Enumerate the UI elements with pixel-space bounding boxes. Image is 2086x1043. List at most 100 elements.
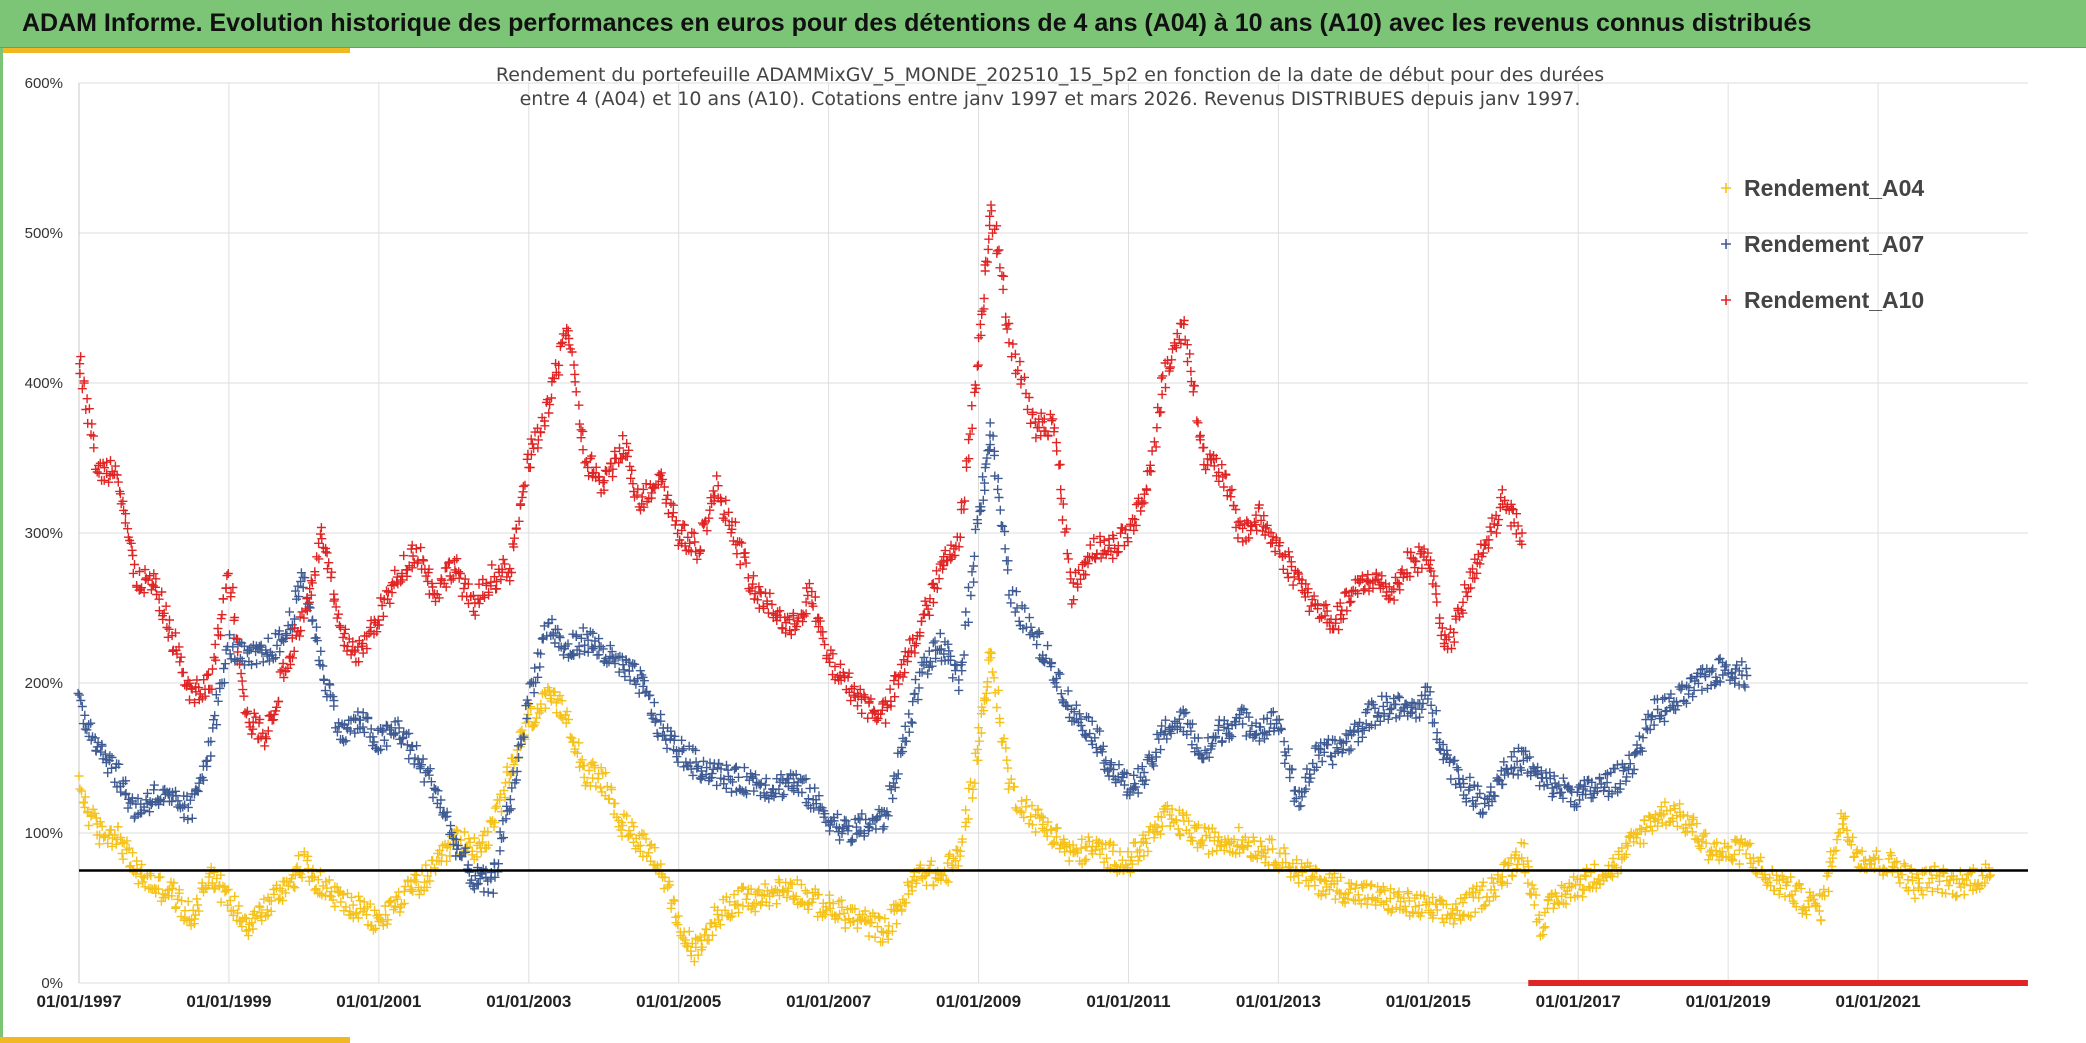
data-point bbox=[969, 577, 979, 587]
data-point bbox=[407, 563, 417, 573]
data-point bbox=[1489, 878, 1498, 888]
data-point bbox=[574, 738, 584, 748]
data-point bbox=[298, 583, 308, 592]
data-point bbox=[324, 558, 334, 568]
data-point bbox=[460, 574, 470, 584]
data-point bbox=[428, 582, 438, 592]
data-point bbox=[435, 803, 445, 813]
data-point bbox=[436, 795, 446, 805]
data-point bbox=[185, 695, 194, 705]
data-point bbox=[1073, 848, 1082, 858]
data-point bbox=[128, 848, 138, 858]
data-point bbox=[980, 478, 989, 488]
data-point bbox=[1006, 598, 1016, 608]
data-point bbox=[1003, 763, 1013, 773]
data-point bbox=[230, 891, 240, 901]
data-point bbox=[123, 803, 133, 813]
data-point bbox=[453, 826, 462, 836]
data-point bbox=[849, 916, 859, 926]
data-point bbox=[1256, 836, 1266, 846]
data-point bbox=[1503, 860, 1513, 870]
data-point bbox=[847, 835, 857, 845]
data-point bbox=[944, 851, 954, 861]
data-point bbox=[506, 768, 516, 778]
data-point bbox=[755, 587, 765, 597]
data-point bbox=[1078, 726, 1088, 736]
data-point bbox=[1640, 816, 1649, 826]
data-point bbox=[569, 737, 579, 747]
data-point bbox=[424, 770, 434, 780]
data-point bbox=[296, 626, 306, 636]
data-point bbox=[690, 537, 700, 547]
data-point bbox=[898, 672, 908, 682]
data-point bbox=[120, 518, 130, 528]
data-point bbox=[734, 908, 744, 918]
data-point bbox=[837, 902, 847, 912]
data-point bbox=[1084, 836, 1094, 846]
data-point bbox=[1184, 816, 1194, 826]
data-point bbox=[541, 703, 550, 713]
data-point bbox=[704, 513, 714, 523]
data-point bbox=[1927, 873, 1937, 883]
data-point bbox=[596, 642, 606, 652]
data-point bbox=[1272, 861, 1282, 870]
data-point bbox=[897, 743, 907, 752]
data-point bbox=[1927, 886, 1937, 896]
data-point bbox=[1383, 714, 1393, 724]
data-point bbox=[1332, 743, 1342, 753]
data-point bbox=[1371, 900, 1381, 910]
data-point bbox=[266, 896, 276, 906]
data-point bbox=[866, 694, 876, 704]
data-point bbox=[311, 884, 321, 894]
data-point bbox=[299, 613, 309, 623]
data-point bbox=[957, 834, 967, 844]
data-point bbox=[836, 659, 845, 669]
data-point bbox=[708, 930, 717, 940]
data-point bbox=[107, 753, 117, 762]
data-point bbox=[1617, 843, 1627, 853]
data-point bbox=[386, 723, 396, 733]
data-point bbox=[1181, 708, 1191, 717]
data-point bbox=[534, 708, 544, 718]
data-point bbox=[961, 805, 971, 815]
data-point bbox=[843, 826, 853, 836]
data-point bbox=[730, 764, 739, 774]
data-point bbox=[1731, 664, 1740, 674]
data-point bbox=[828, 670, 837, 680]
data-point bbox=[368, 925, 378, 935]
data-point bbox=[1095, 849, 1105, 859]
data-point bbox=[241, 914, 251, 924]
data-point bbox=[605, 651, 615, 661]
data-point bbox=[1715, 653, 1725, 663]
data-point bbox=[907, 718, 917, 728]
data-point bbox=[468, 591, 478, 600]
y-tick-label: 0% bbox=[41, 975, 63, 992]
data-point bbox=[1723, 843, 1733, 853]
data-point bbox=[880, 914, 890, 924]
data-point bbox=[779, 887, 789, 897]
data-point bbox=[1085, 729, 1095, 739]
data-point bbox=[684, 926, 694, 936]
data-point bbox=[901, 736, 911, 746]
data-point bbox=[791, 769, 801, 779]
data-point bbox=[939, 649, 949, 659]
data-point bbox=[152, 590, 162, 599]
data-point bbox=[1370, 720, 1380, 730]
data-point bbox=[171, 786, 180, 796]
data-point bbox=[860, 906, 870, 916]
data-point bbox=[849, 682, 859, 691]
data-point bbox=[1887, 850, 1896, 860]
data-point bbox=[509, 760, 519, 770]
data-point bbox=[325, 680, 335, 690]
data-point bbox=[1345, 598, 1355, 608]
data-point bbox=[454, 573, 464, 583]
data-point bbox=[1581, 789, 1591, 799]
data-point bbox=[968, 793, 977, 803]
data-point bbox=[398, 734, 408, 743]
data-point bbox=[1316, 891, 1326, 901]
data-point bbox=[1201, 465, 1211, 475]
data-point bbox=[115, 486, 125, 496]
data-point bbox=[1871, 846, 1881, 856]
legend-label: Rendement_A07 bbox=[1744, 231, 1924, 257]
